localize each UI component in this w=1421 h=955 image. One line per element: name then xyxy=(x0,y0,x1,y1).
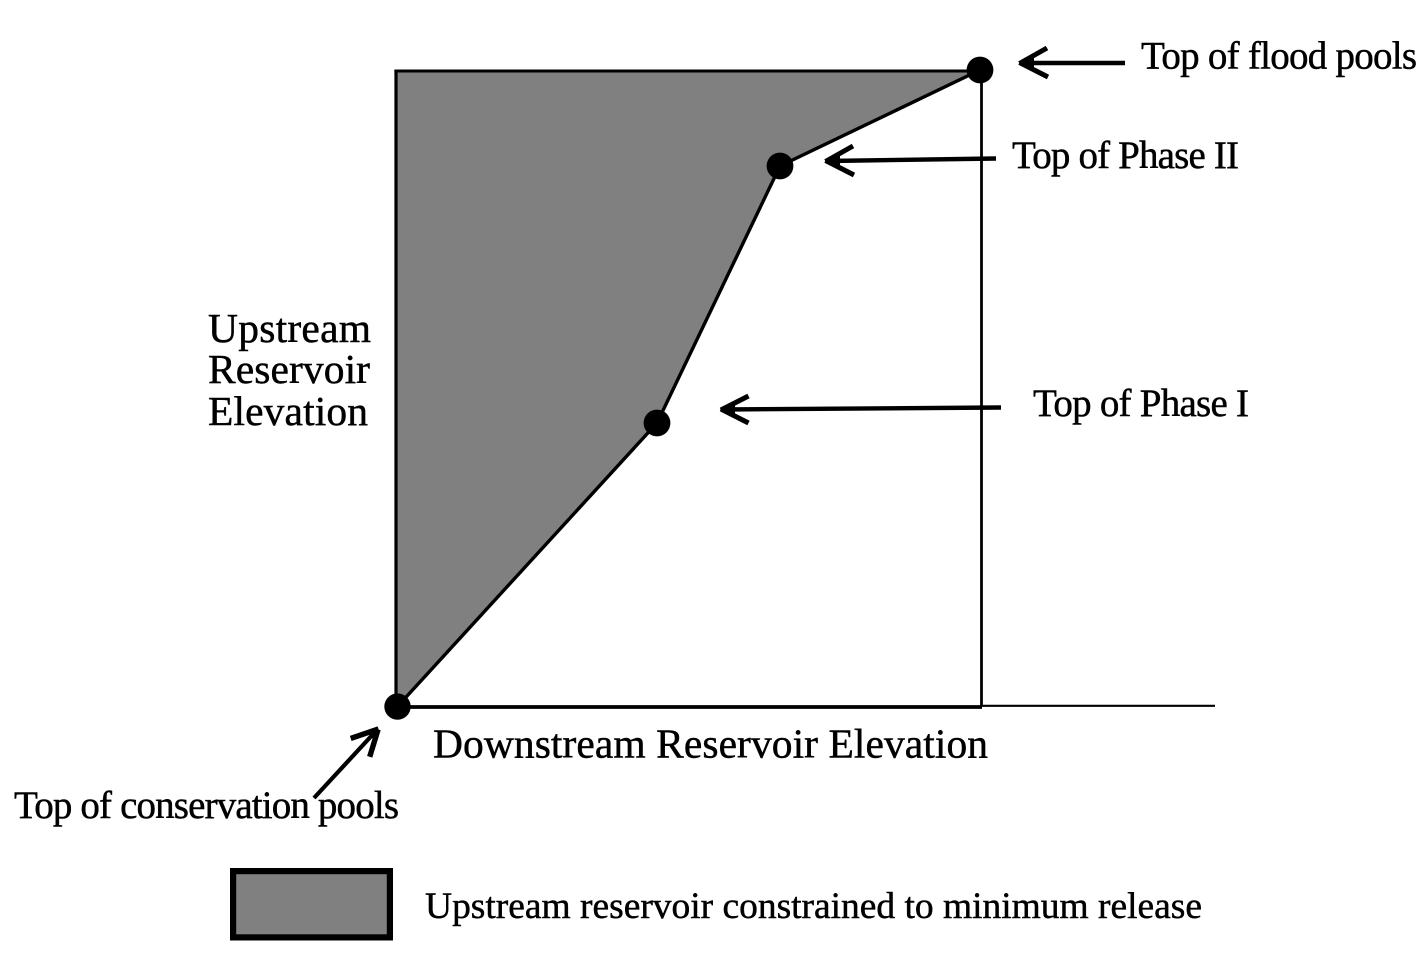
svg-text:Top of Phase I: Top of Phase I xyxy=(1033,382,1249,425)
svg-text:Elevation: Elevation xyxy=(208,388,368,434)
svg-text:Top of flood pools: Top of flood pools xyxy=(1141,35,1417,78)
svg-text:Downstream Reservoir Elevation: Downstream Reservoir Elevation xyxy=(433,721,988,767)
svg-text:Reservoir: Reservoir xyxy=(208,346,370,392)
svg-text:Top of Phase II: Top of Phase II xyxy=(1012,134,1239,177)
svg-text:Top of conservation pools: Top of conservation pools xyxy=(14,784,399,827)
svg-text:Upstream reservoir constrained: Upstream reservoir constrained to minimu… xyxy=(425,886,1202,927)
svg-text:Upstream: Upstream xyxy=(208,305,371,351)
